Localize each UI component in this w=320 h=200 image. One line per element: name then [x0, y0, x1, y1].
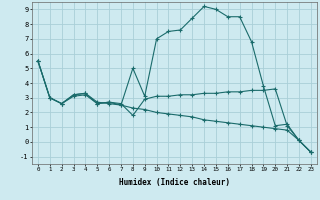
X-axis label: Humidex (Indice chaleur): Humidex (Indice chaleur)	[119, 178, 230, 187]
